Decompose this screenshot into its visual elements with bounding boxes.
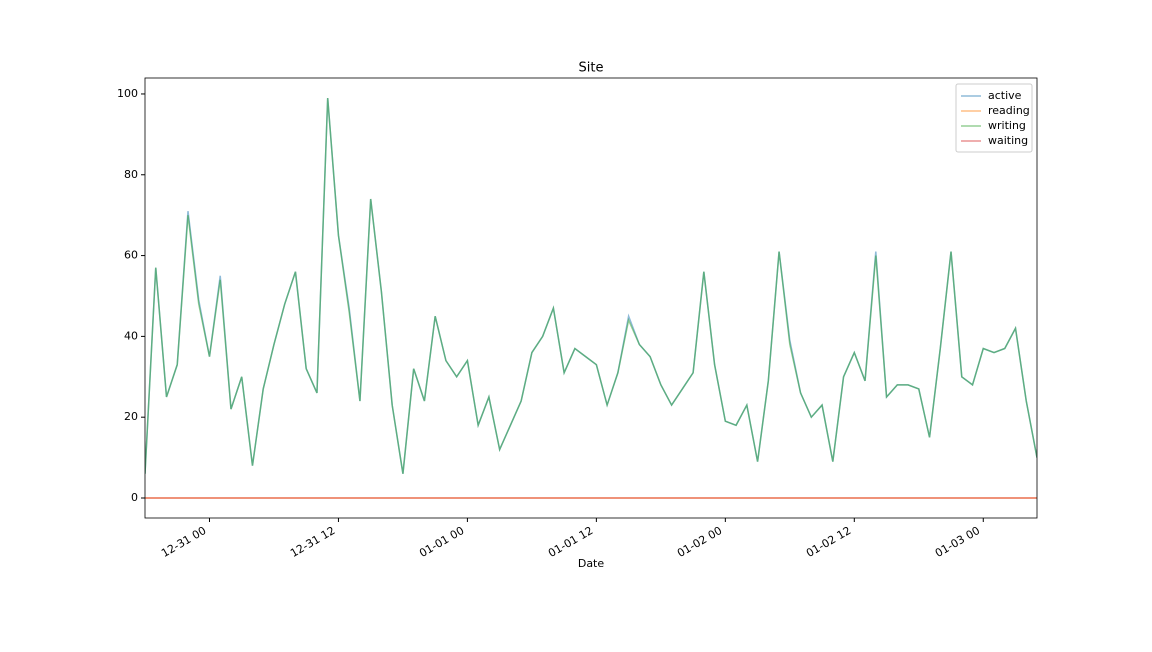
y-tick-label: 20	[124, 410, 138, 423]
x-tick-label: 01-03 00	[933, 524, 982, 560]
x-tick-label: 01-01 12	[546, 524, 595, 560]
plot-frame	[144, 77, 1038, 519]
legend-label: waiting	[988, 134, 1028, 147]
y-tick-label: 40	[124, 329, 138, 342]
x-tick-label: 12-31 12	[288, 524, 337, 560]
legend-label: writing	[988, 119, 1026, 132]
legend-box	[955, 83, 1033, 153]
x-tick-label: 01-01 00	[417, 524, 466, 560]
legend-label: active	[988, 89, 1022, 102]
chart-title: Site	[579, 61, 604, 76]
x-tick-label: 12-31 00	[159, 524, 208, 560]
y-tick-label: 0	[131, 491, 138, 504]
legend-label: reading	[988, 104, 1030, 117]
x-tick-label: 01-02 12	[804, 524, 853, 560]
x-axis-label: Date	[578, 557, 605, 570]
x-tick-label: 01-02 00	[675, 524, 724, 560]
series-line	[145, 97, 1037, 474]
series-line	[145, 97, 1037, 474]
y-tick-label: 100	[117, 87, 138, 100]
y-tick-label: 80	[124, 168, 138, 181]
y-tick-label: 60	[124, 249, 138, 262]
